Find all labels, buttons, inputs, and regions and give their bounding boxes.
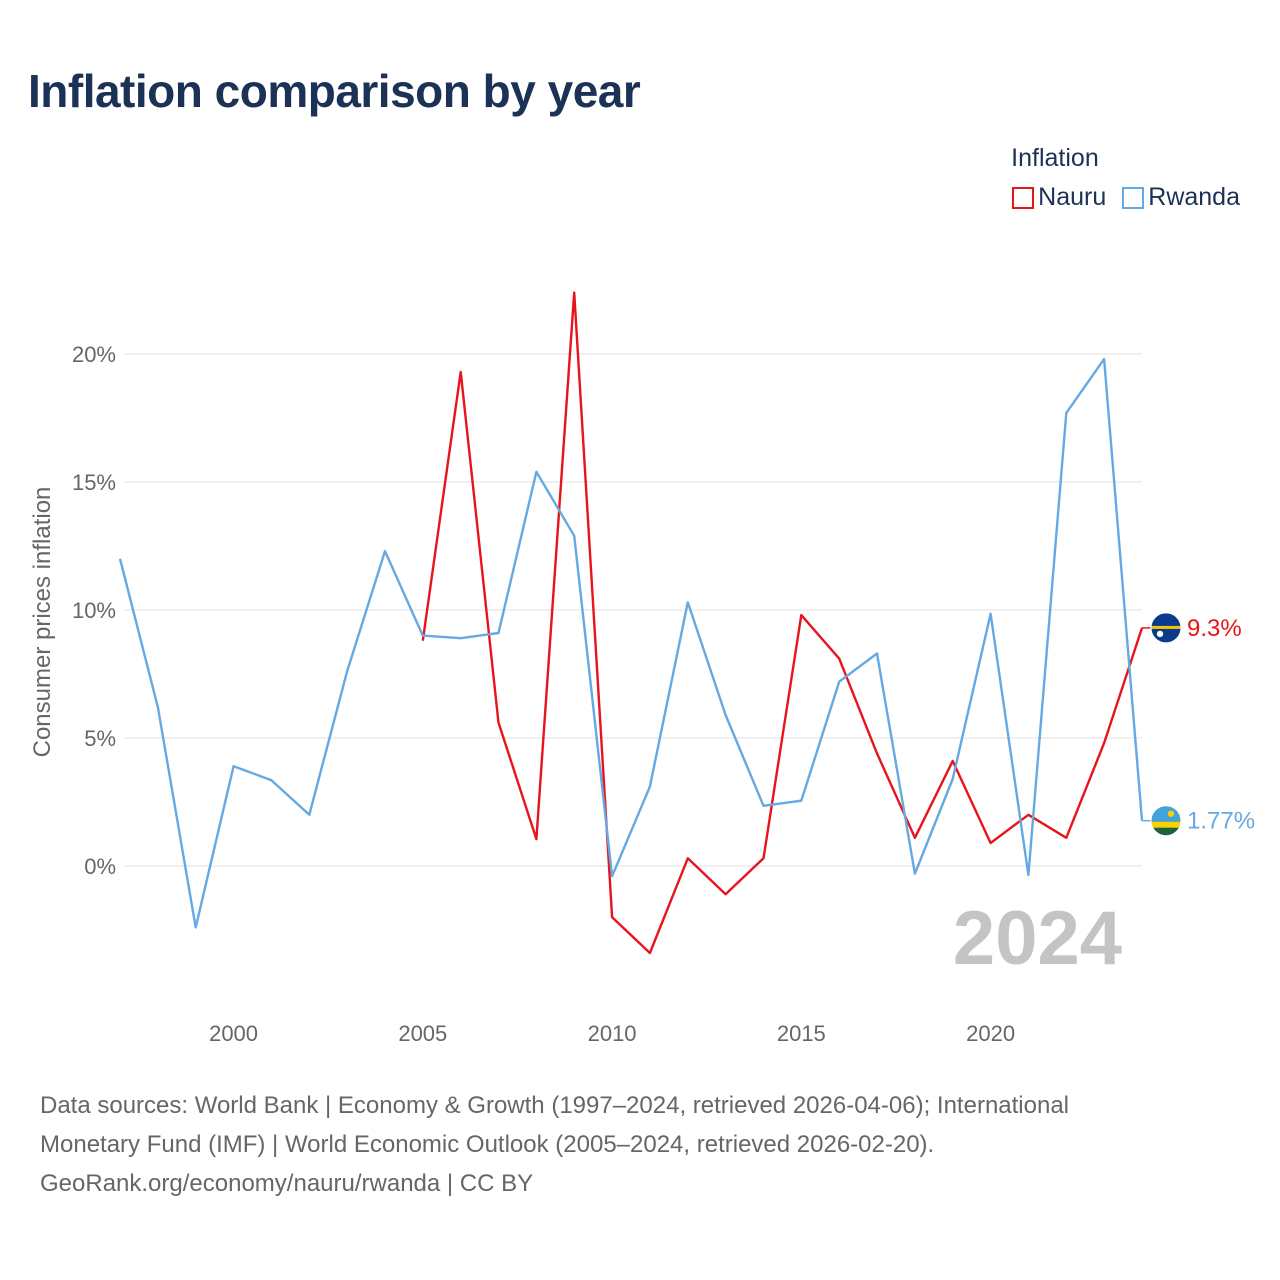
- y-tick-label-15: 15%: [72, 470, 116, 495]
- y-tick-label-5: 5%: [84, 726, 116, 751]
- series-group: [118, 291, 1144, 955]
- end-label-nauru: 9.3%: [1187, 615, 1242, 642]
- x-tick-label-2020: 2020: [966, 1021, 1015, 1046]
- x-tick-label-2010: 2010: [588, 1021, 637, 1046]
- end-labels: 9.3% 1.77%: [1142, 612, 1255, 837]
- year-watermark: 2024: [953, 896, 1122, 981]
- line-chart: 0% 5% 10% 15% 20% 2000 2005 2010 2015 2020 Consu…: [29, 291, 1255, 1046]
- y-tick-label-0: 0%: [84, 854, 116, 879]
- end-label-rwanda: 1.77%: [1187, 808, 1255, 835]
- y-axis-ticks: 0% 5% 10% 15% 20%: [72, 342, 116, 879]
- legend-item-rwanda[interactable]: Rwanda: [1122, 183, 1240, 212]
- legend-label-rwanda: Rwanda: [1148, 183, 1240, 211]
- y-axis-title: Consumer prices inflation: [29, 487, 56, 758]
- x-axis-ticks: 2000 2005 2010 2015 2020: [209, 1021, 1015, 1046]
- grid-lines: [124, 353, 1142, 867]
- y-tick-label-10: 10%: [72, 598, 116, 623]
- series-line-rwanda: [118, 357, 1144, 929]
- legend-item-nauru[interactable]: Nauru: [1012, 183, 1106, 212]
- legend-label-nauru: Nauru: [1038, 183, 1107, 211]
- footer-line-2: Monetary Fund (IMF) | World Economic Out…: [40, 1131, 935, 1158]
- footer-line-1: Data sources: World Bank | Economy & Gro…: [40, 1092, 1070, 1119]
- legend: Inflation Nauru Rwanda: [1011, 144, 1240, 212]
- page-title: Inflation comparison by year: [28, 65, 641, 117]
- series-line-nauru: [421, 291, 1144, 955]
- flag-nauru-icon: [1150, 612, 1182, 644]
- x-tick-label-2005: 2005: [398, 1021, 447, 1046]
- legend-swatch-nauru: [1012, 186, 1035, 209]
- footer-line-3: GeoRank.org/economy/nauru/rwanda | CC BY: [40, 1170, 534, 1197]
- y-tick-label-20: 20%: [72, 342, 116, 367]
- flag-rwanda-icon: [1150, 805, 1182, 837]
- legend-title: Inflation: [1011, 144, 1099, 172]
- x-tick-label-2015: 2015: [777, 1021, 826, 1046]
- footer-sources: Data sources: World Bank | Economy & Gro…: [40, 1086, 1240, 1203]
- legend-swatch-rwanda: [1122, 186, 1145, 209]
- x-tick-label-2000: 2000: [209, 1021, 258, 1046]
